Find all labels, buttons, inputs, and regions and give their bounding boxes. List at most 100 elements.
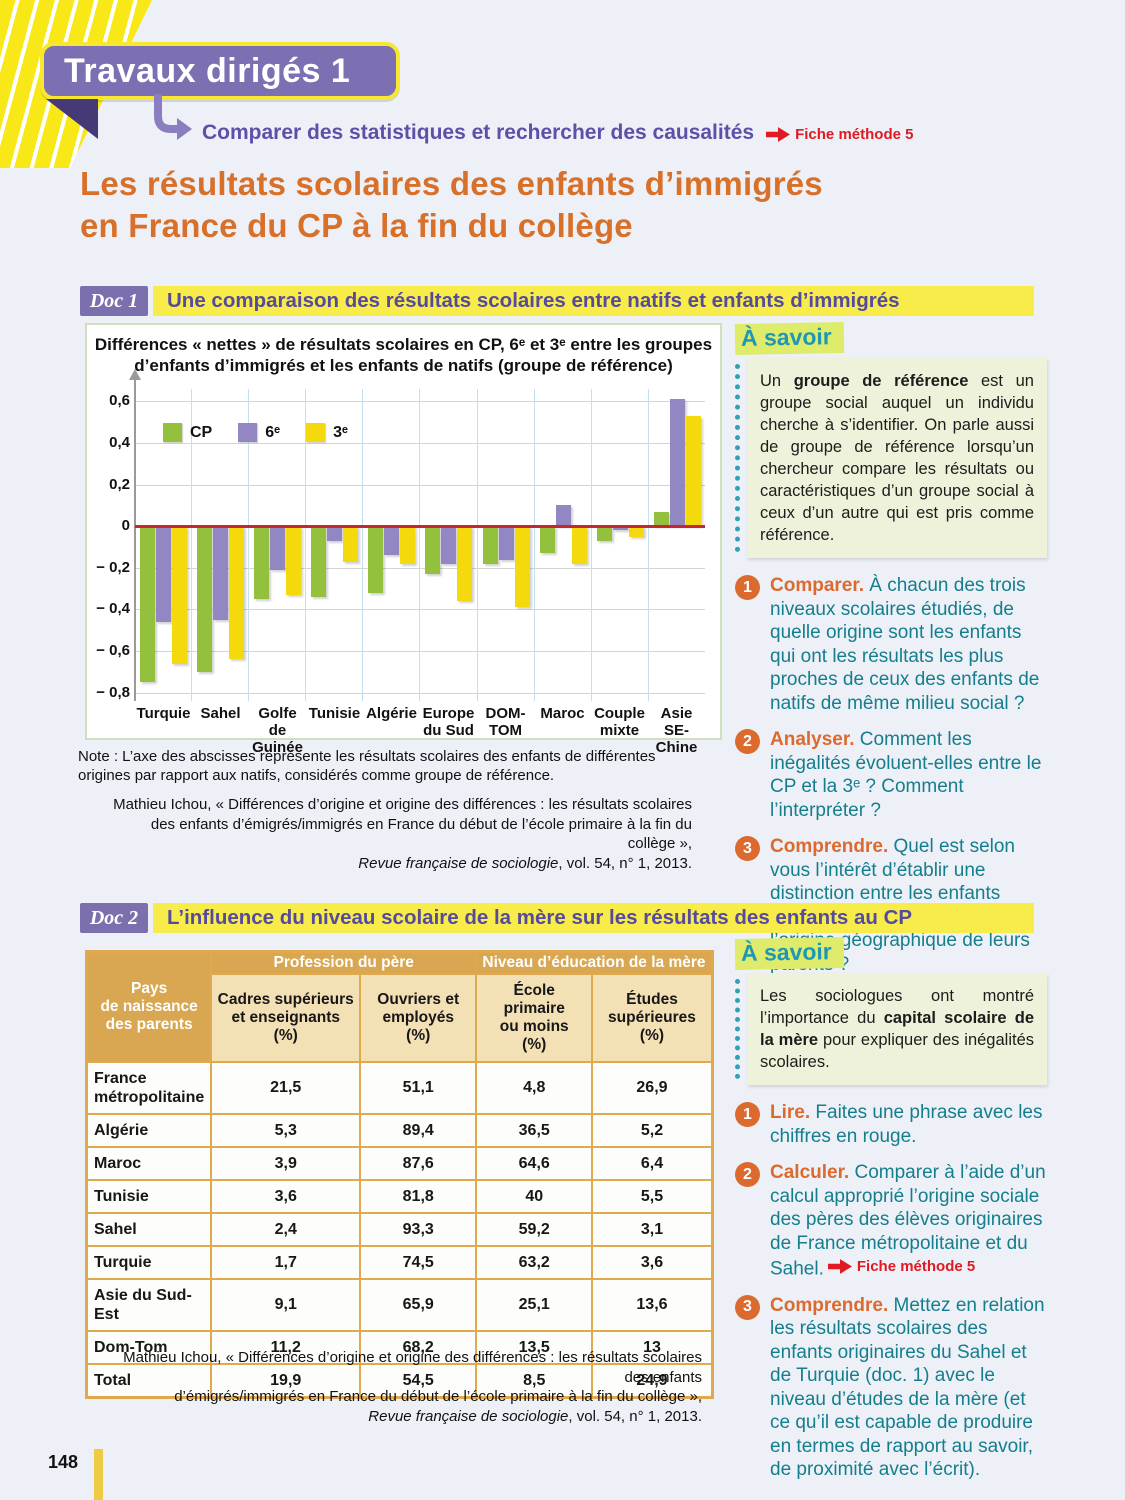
value-cell: 81,8 <box>359 1179 478 1214</box>
bar-group <box>135 389 191 701</box>
value-cell-red: 93,3 <box>359 1212 478 1247</box>
row-label: Turquie <box>85 1245 213 1280</box>
chart-title: Différences « nettes » de résultats scol… <box>94 335 713 375</box>
value-cell: 68,2 <box>359 1330 478 1365</box>
table-col-header: École primaire ou moins (%) <box>475 973 594 1063</box>
page-number: 148 <box>48 1452 79 1472</box>
y-tick-label: − 0,6 <box>96 642 130 660</box>
red-arrow-icon <box>766 127 791 142</box>
x-category-label: Asie SE- Chine <box>655 705 698 756</box>
value-cell: 5,3 <box>210 1113 362 1148</box>
table-row: Tunisie 3,6 81,8 40 5,5 <box>85 1179 714 1214</box>
bar-group <box>362 389 419 701</box>
method-reference-label: Fiche méthode 5 <box>795 126 914 143</box>
doc2-header: Doc 2 L’influence du niveau scolaire de … <box>80 903 1034 933</box>
value-cell: 3,9 <box>210 1146 362 1181</box>
page-number-bar <box>94 1449 103 1500</box>
table-corner-header: Pays de naissance des parents <box>85 950 213 1063</box>
chart-plot-area: CP 6ᵉ 3ᵉ 0,6 0,4 0,2 0 − 0,2 − 0,4 − 0,6 − 0,8 <box>96 369 705 701</box>
bar-3ᵉ-4 <box>343 526 359 562</box>
bar-6ᵉ-8 <box>555 505 571 527</box>
bar-group <box>248 389 305 701</box>
legend-item-3e: 3ᵉ <box>306 423 348 442</box>
value-cell: 51,1 <box>359 1061 478 1115</box>
value-cell: 64,6 <box>475 1146 594 1181</box>
doc1-sidebar: À savoir Un groupe de référence est un g… <box>734 322 1047 989</box>
x-category-label: Maroc <box>540 705 585 722</box>
row-label: France métropolitaine <box>85 1061 213 1115</box>
question-number-badge: 3 <box>735 1294 760 1320</box>
chart-panel: Différences « nettes » de résultats scol… <box>85 323 722 756</box>
table-row: Total 19,9 54,5 8,5 24,9 <box>85 1363 714 1399</box>
doc2-heading: L’influence du niveau scolaire de la mèr… <box>153 903 1034 933</box>
x-category-label: Tunisie <box>308 705 361 722</box>
value-cell-red: 59,2 <box>475 1212 594 1247</box>
table-row: Asie du Sud- Est 9,1 65,9 25,1 13,6 <box>85 1278 714 1332</box>
doc1-asavoir-box: Un groupe de référence est un groupe soc… <box>735 358 1047 558</box>
y-tick-label: − 0,8 <box>96 683 130 701</box>
question-verb: Analyser. <box>770 729 855 750</box>
lesson-subtitle-row: Comparer des statistiques et rechercher … <box>150 92 914 147</box>
question-number-badge: 1 <box>735 1102 760 1127</box>
value-cell: 40 <box>475 1179 594 1214</box>
question-number-badge: 1 <box>735 575 760 600</box>
legend-item-cp: CP <box>163 423 212 442</box>
bar-6ᵉ-5 <box>384 526 400 556</box>
question-verb: Comparer. <box>770 575 864 596</box>
bar-6ᵉ-10 <box>669 399 685 527</box>
bar-CP-1 <box>140 526 155 683</box>
y-axis-arrow-icon <box>129 369 141 380</box>
bar-6ᵉ-1 <box>156 526 171 622</box>
table-row: Turquie 1,7 74,5 63,2 3,6 <box>85 1245 714 1280</box>
bar-groups <box>135 389 705 701</box>
value-cell: 3,6 <box>591 1245 714 1280</box>
row-label: Tunisie <box>85 1179 213 1214</box>
x-category-label: DOM- TOM <box>485 705 526 739</box>
bar-CP-3 <box>254 526 270 600</box>
bar-CP-2 <box>197 526 213 672</box>
value-cell: 3,1 <box>591 1212 714 1247</box>
bar-6ᵉ-9 <box>612 526 628 531</box>
value-cell: 54,5 <box>359 1363 478 1399</box>
table-group-header-father: Profession du père <box>210 950 478 975</box>
table-col-header: Cadres supérieurs et enseignants (%) <box>210 973 362 1063</box>
table-body: France métropolitaine 21,5 51,1 4,8 26,9 Algé… <box>85 1061 714 1399</box>
value-cell: 5,2 <box>591 1113 714 1148</box>
dotted-border-decoration <box>735 364 740 552</box>
chapter-banner: Travaux dirigés 1 <box>40 42 400 100</box>
journal-name: Revue française de sociologie <box>358 854 559 872</box>
doc2-sidebar: À savoir Les sociologues ont montré l’im… <box>734 937 1047 1495</box>
doc1-header: Doc 1 Une comparaison des résultats scol… <box>80 286 1034 316</box>
value-cell: 11,2 <box>210 1330 362 1365</box>
value-cell: 87,6 <box>359 1146 478 1181</box>
bar-3ᵉ-6 <box>457 526 473 602</box>
zero-line <box>135 525 705 528</box>
bar-3ᵉ-10 <box>685 416 701 527</box>
method-reference: Fiche méthode 5 <box>824 1255 975 1279</box>
doc1-badge: Doc 1 <box>80 286 148 316</box>
row-label: Sahel <box>85 1212 213 1247</box>
value-cell-red: 9,1 <box>210 1278 362 1332</box>
value-cell: 8,5 <box>475 1363 594 1399</box>
table-group-header-mother: Niveau d’éducation de la mère <box>475 950 714 975</box>
question-verb: Comprendre. <box>770 1294 889 1316</box>
x-category-label: Turquie <box>136 705 191 722</box>
value-cell: 25,1 <box>475 1278 594 1332</box>
row-label: Total <box>85 1363 213 1399</box>
bar-6ᵉ-7 <box>498 526 514 560</box>
question-item: 1 Comparer. À chacun des trois niveaux s… <box>735 574 1047 715</box>
bar-6ᵉ-4 <box>327 526 343 541</box>
table-row: Algérie 5,3 89,4 36,5 5,2 <box>85 1113 714 1148</box>
x-category-label: Couple mixte <box>594 705 645 739</box>
page-title: Les résultats scolaires des enfants d’im… <box>80 165 823 244</box>
value-cell: 2,4 <box>210 1212 362 1247</box>
journal-name: Revue française de sociologie <box>368 1407 569 1425</box>
bar-CP-9 <box>596 526 612 541</box>
x-axis-labels: Turquie Sahel Golfe de Guinée Tunisie Algéri… <box>135 705 705 756</box>
value-cell: 4,8 <box>475 1061 594 1115</box>
bar-3ᵉ-2 <box>229 526 245 660</box>
bar-3ᵉ-8 <box>571 526 587 564</box>
bar-group <box>590 389 648 701</box>
dotted-border-decoration <box>735 979 740 1079</box>
value-cell: 5,5 <box>591 1179 714 1214</box>
